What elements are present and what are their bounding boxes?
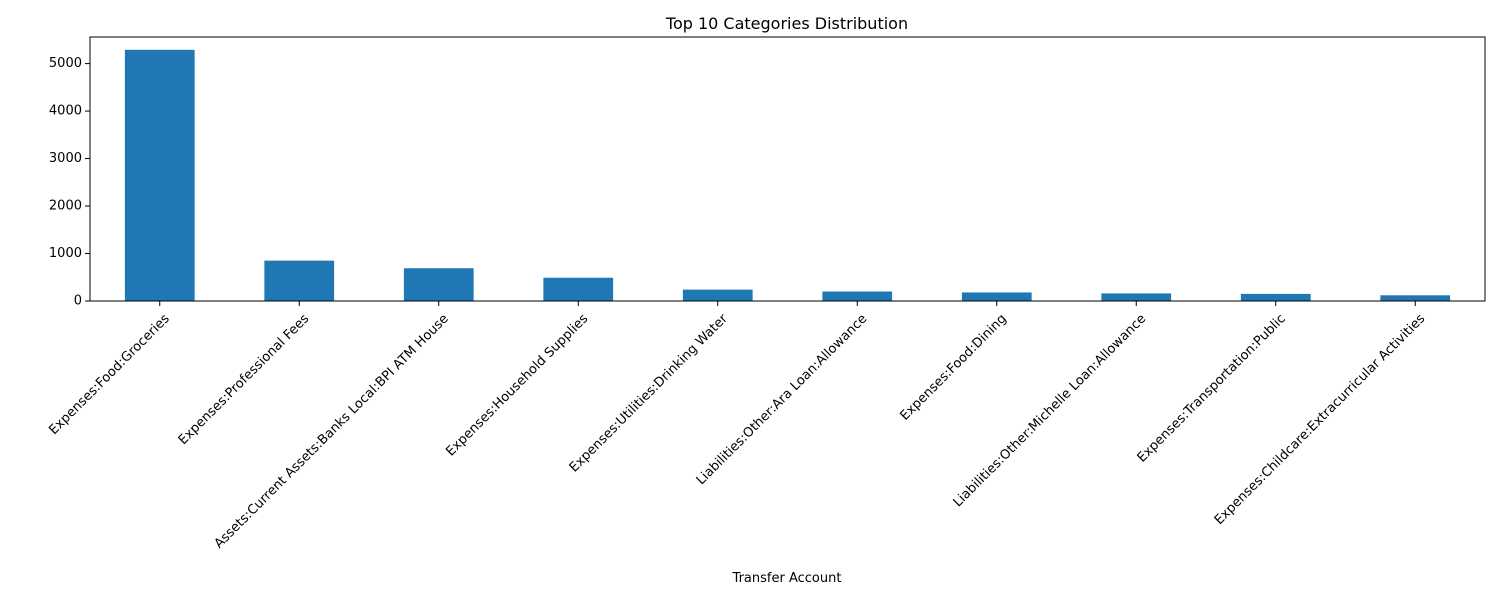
bar-2: [403, 268, 474, 301]
x-tick-label: Expenses:Food:Dining: [897, 311, 1009, 423]
bar-1: [264, 260, 335, 301]
y-tick-label: 1000: [49, 246, 82, 261]
chart-title: Top 10 Categories Distribution: [665, 14, 908, 33]
y-tick-label: 4000: [49, 104, 82, 119]
x-axis-ticks: Expenses:Food:Groceries Expenses:Professi…: [46, 301, 1428, 552]
x-tick-label: Expenses:Utilities:Drinking Water: [567, 311, 732, 476]
x-tick-label: Assets:Current Assets:Banks Local:BPI AT…: [212, 311, 452, 551]
bar-9: [1380, 295, 1451, 301]
bar-8: [1240, 293, 1311, 301]
bar-5: [822, 291, 893, 301]
y-tick-label: 0: [74, 294, 82, 309]
x-tick-label: Expenses:Professional Fees: [176, 311, 313, 448]
x-tick-label: Expenses:Childcare:Extracurricular Activ…: [1212, 311, 1429, 528]
bar-4: [682, 289, 753, 301]
y-tick-label: 3000: [49, 151, 82, 166]
plot-frame: [89, 36, 1486, 302]
y-tick-label: 5000: [49, 56, 82, 71]
bars-group: [124, 49, 1451, 301]
bar-0: [124, 49, 195, 301]
bar-7: [1101, 293, 1172, 301]
bar-3: [543, 277, 614, 301]
x-tick-label: Expenses:Food:Groceries: [46, 311, 173, 438]
y-tick-label: 2000: [49, 199, 82, 214]
y-axis-ticks: 0 1000 2000 3000 4000 5000: [49, 56, 90, 309]
x-tick-label: Liabilities:Other:Ara Loan:Allowance: [694, 311, 871, 488]
x-axis-label: Transfer Account: [732, 571, 842, 586]
bar-6: [961, 292, 1032, 301]
x-tick-label: Expenses:Household Supplies: [443, 311, 591, 459]
x-tick-label: Expenses:Transportation:Public: [1135, 311, 1289, 465]
